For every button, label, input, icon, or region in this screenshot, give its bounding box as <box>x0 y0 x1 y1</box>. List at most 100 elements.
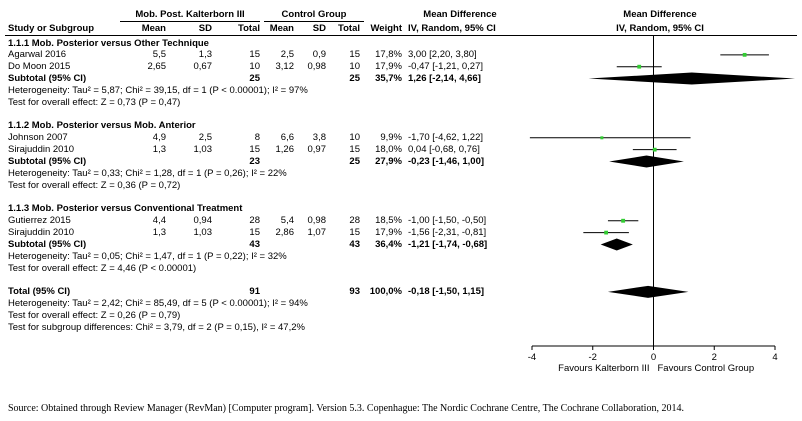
study-row-total2: 10 <box>349 132 360 144</box>
favours-left-label: Favours Kalterborn III <box>558 363 649 374</box>
study-row-mean2: 1,26 <box>275 144 295 156</box>
subtotal-row-ci: -1,21 [-1,74, -0,68] <box>408 238 488 250</box>
subgroup-heading-label: 1.1.3 Mob. Posterior versus Conventional… <box>8 203 243 215</box>
study-row-sd1: 2,5 <box>198 132 212 144</box>
col-ci: IV, Random, 95% CI <box>408 23 496 34</box>
subtotal-row-weight: 27,9% <box>375 156 402 167</box>
x-tick-label: 0 <box>651 352 656 363</box>
study-row-mean2: 5,4 <box>280 215 294 227</box>
study-row-total2: 15 <box>349 49 360 61</box>
pooled-diamond <box>609 155 684 168</box>
study-point <box>621 218 626 223</box>
study-point <box>604 230 609 235</box>
study-row-label: Gutierrez 2015 <box>8 215 71 227</box>
subgroup-heading-label: 1.1.1 Mob. Posterior versus Other Techni… <box>8 37 209 49</box>
col-study: Study or Subgroup <box>8 23 95 34</box>
study-row-total2: 15 <box>349 227 360 239</box>
subtotal-row-label: Total (95% CI) <box>8 286 71 298</box>
study-row-total1: 8 <box>254 132 260 144</box>
study-row-sd2: 0,98 <box>307 61 327 73</box>
pooled-diamond <box>607 285 689 298</box>
subtotal-row-total1: 23 <box>249 156 260 167</box>
col-total2: Total <box>338 23 360 34</box>
study-row-sd2: 1,07 <box>307 227 327 239</box>
subtotal-row-total2: 43 <box>349 238 360 250</box>
study-row-label: Johnson 2007 <box>8 132 68 144</box>
study-row-weight: 17,8% <box>375 49 402 61</box>
subtotal-row-total1: 43 <box>249 238 260 250</box>
study-row-weight: 17,9% <box>375 227 402 239</box>
group2-underline <box>264 21 364 22</box>
study-row-total1: 15 <box>249 49 260 61</box>
study-row-sd2: 0,9 <box>312 49 326 61</box>
study-row-mean1: 1,3 <box>152 227 166 239</box>
subtotal-row-ci: -0,23 [-1,46, 1,00] <box>408 156 485 167</box>
study-row-total1: 28 <box>249 215 260 227</box>
plot-header: Mean Difference <box>623 9 697 20</box>
subtotal-row-total2: 93 <box>349 286 360 298</box>
study-row-weight: 18,0% <box>375 144 402 156</box>
header-rule <box>5 35 797 36</box>
study-row-sd1: 1,03 <box>193 227 213 239</box>
study-row-mean1: 5,5 <box>152 49 166 61</box>
subtotal-row-total2: 25 <box>349 156 360 167</box>
col-mean1: Mean <box>141 23 166 34</box>
col-mean2: Mean <box>269 23 294 34</box>
study-row-label: Do Moon 2015 <box>8 61 71 73</box>
subgroup-heading-label: 1.1.2 Mob. Posterior versus Mob. Anterio… <box>8 120 196 132</box>
pooled-diamond <box>600 238 633 251</box>
stat-note-label: Test for overall effect: Z = 0,73 (P = 0… <box>8 96 181 108</box>
stat-note-label: Heterogeneity: Tau² = 5,87; Chi² = 39,15… <box>8 84 308 96</box>
study-row-mean2: 3,12 <box>275 61 295 73</box>
study-row-total2: 15 <box>349 144 360 156</box>
study-row-weight: 18,5% <box>375 215 402 227</box>
study-row-sd1: 1,3 <box>198 49 212 61</box>
stat-note-label: Heterogeneity: Tau² = 0,05; Chi² = 1,47,… <box>8 250 287 262</box>
study-row-label: Sirajuddin 2010 <box>8 144 75 156</box>
source-note: Source: Obtained through Review Manager … <box>8 403 684 414</box>
study-point <box>637 64 642 69</box>
col-weight: Weight <box>370 23 403 34</box>
favours-right-label: Favours Control Group <box>658 363 755 374</box>
study-point <box>652 147 657 152</box>
group1-underline <box>120 21 260 22</box>
study-row-weight: 9,9% <box>380 132 402 144</box>
stat-note-label: Heterogeneity: Tau² = 2,42; Chi² = 85,49… <box>8 298 308 310</box>
subtotal-row-total1: 91 <box>249 286 260 298</box>
subtotal-row-weight: 35,7% <box>375 73 402 85</box>
subtotal-row-total2: 25 <box>349 73 360 85</box>
study-point <box>600 136 604 140</box>
study-row-ci: 3,00 [2,20, 3,80] <box>408 49 477 61</box>
study-row-total1: 15 <box>249 227 260 239</box>
study-row-ci: -1,70 [-4,62, 1,22] <box>408 132 483 144</box>
study-row-mean1: 4,9 <box>152 132 166 144</box>
study-row-sd2: 0,97 <box>307 144 327 156</box>
stat-note-label: Heterogeneity: Tau² = 0,33; Chi² = 1,28,… <box>8 167 287 179</box>
group2-header: Control Group <box>281 9 347 20</box>
study-row-mean2: 2,86 <box>275 227 295 239</box>
study-point <box>742 52 747 57</box>
study-row-total1: 10 <box>249 61 260 73</box>
study-row-label: Agarwal 2016 <box>8 49 67 61</box>
study-row-total1: 15 <box>249 144 260 156</box>
study-row-weight: 17,9% <box>375 61 402 73</box>
study-row-mean2: 6,6 <box>280 132 294 144</box>
study-row-ci: -0,47 [-1,21, 0,27] <box>408 61 483 73</box>
pooled-diamond <box>588 72 796 85</box>
stat-note-label: Test for overall effect: Z = 0,26 (P = 0… <box>8 310 181 322</box>
x-tick-label: -2 <box>589 352 597 363</box>
stat-note-label: Test for overall effect: Z = 0,36 (P = 0… <box>8 179 181 191</box>
study-row-sd2: 0,98 <box>307 215 327 227</box>
study-row-mean1: 4,4 <box>152 215 166 227</box>
subtotal-row-ci: 1,26 [-2,14, 4,66] <box>408 73 481 85</box>
study-row-mean1: 1,3 <box>152 144 166 156</box>
study-row-total2: 28 <box>349 215 360 227</box>
study-row-sd1: 0,67 <box>193 61 213 73</box>
study-row-sd1: 1,03 <box>193 144 213 156</box>
md-header: Mean Difference <box>423 9 497 20</box>
subtotal-row-ci: -0,18 [-1,50, 1,15] <box>408 286 485 298</box>
x-tick-label: 2 <box>712 352 717 363</box>
subtotal-row-label: Subtotal (95% CI) <box>8 73 87 85</box>
study-row-ci: 0,04 [-0,68, 0,76] <box>408 144 480 156</box>
study-row-ci: -1,56 [-2,31, -0,81] <box>408 227 487 239</box>
